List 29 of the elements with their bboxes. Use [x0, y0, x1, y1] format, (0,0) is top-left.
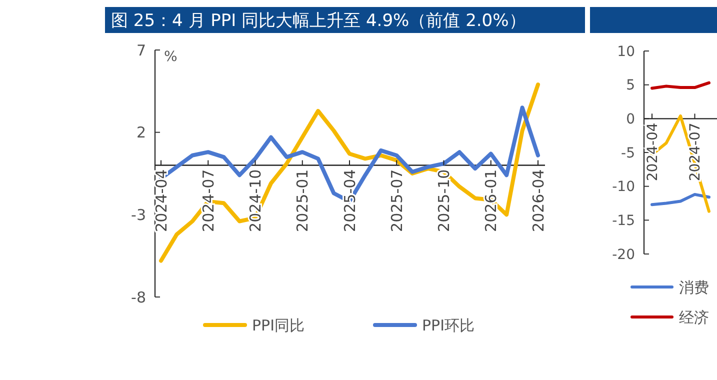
- y-tick-label: -8: [131, 288, 146, 306]
- x-tick-label: 2024-07: [688, 122, 704, 182]
- x-tick-label: 2025-04: [340, 169, 359, 232]
- chart-title: 图 25：4 月 PPI 同比大幅上升至 4.9%（前值 2.0%）: [111, 11, 526, 31]
- x-tick-label: 2024-04: [152, 169, 170, 232]
- x-tick-label: 2024-10: [246, 169, 264, 232]
- legend-label: 消费: [679, 278, 709, 296]
- line-series: [650, 192, 710, 206]
- y-tick-label: 0: [626, 112, 635, 128]
- y-tick-label: 5: [626, 78, 635, 94]
- y-axis-title: %: [164, 49, 178, 65]
- x-tick-label: 2024-07: [199, 169, 218, 232]
- y-tick-label: -15: [612, 213, 635, 230]
- x-tick-label: 2025-01: [294, 169, 312, 232]
- x-tick-label: 2025-07: [388, 169, 406, 232]
- legend-label: PPI环比: [422, 316, 475, 334]
- y-tick-label: 10: [617, 44, 635, 60]
- y-tick-label: -5: [621, 145, 635, 162]
- legend-label: PPI同比: [252, 316, 305, 334]
- y-tick-label: 7: [136, 41, 146, 60]
- y-tick-label: 2: [136, 124, 146, 142]
- x-tick-label: 2026-04: [529, 169, 548, 232]
- x-tick-label: 2025-10: [435, 169, 453, 232]
- x-tick-label: 2024-04: [644, 122, 661, 182]
- x-tick-label: 2026-01: [482, 169, 500, 232]
- y-tick-label: -20: [612, 246, 635, 263]
- y-tick-label: -10: [612, 179, 635, 196]
- legend-label: 经济: [679, 308, 709, 326]
- y-tick-label: -3: [131, 206, 146, 224]
